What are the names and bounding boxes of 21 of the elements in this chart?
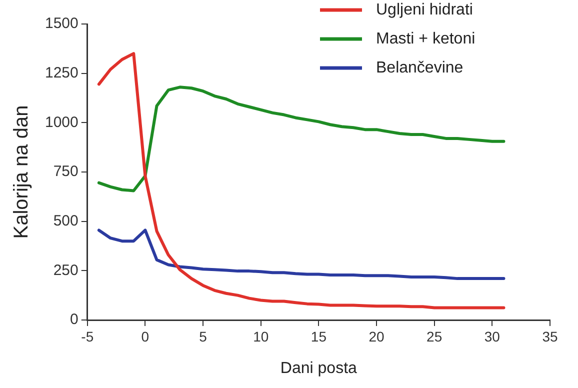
x-tick-label: 20: [368, 328, 385, 344]
x-axis-title: Dani posta: [280, 360, 358, 377]
y-axis-title: Kalorija na dan: [10, 105, 33, 239]
x-tick-label: 5: [199, 328, 208, 344]
x-tick-label: 35: [542, 328, 558, 344]
y-tick-label: 500: [53, 212, 78, 230]
legend-label: Ugljeni hidrati: [376, 1, 473, 18]
x-tick-label: -5: [81, 328, 94, 344]
y-tick-label: 750: [53, 163, 78, 180]
y-tick-label: 1000: [44, 114, 78, 131]
y-tick-label: 250: [53, 262, 78, 279]
y-tick-label: 1250: [44, 64, 78, 82]
x-tick-label: 0: [141, 328, 150, 344]
legend-label: Masti + ketoni: [376, 30, 476, 48]
y-tick-label: 0: [70, 311, 78, 328]
x-tick-label: 30: [484, 328, 500, 344]
x-tick-label: 15: [310, 328, 327, 344]
x-tick-label: 10: [253, 328, 269, 344]
y-tick-label: 1500: [44, 15, 78, 32]
x-tick-label: 25: [426, 328, 442, 344]
legend-label: Belančevine: [376, 59, 464, 76]
